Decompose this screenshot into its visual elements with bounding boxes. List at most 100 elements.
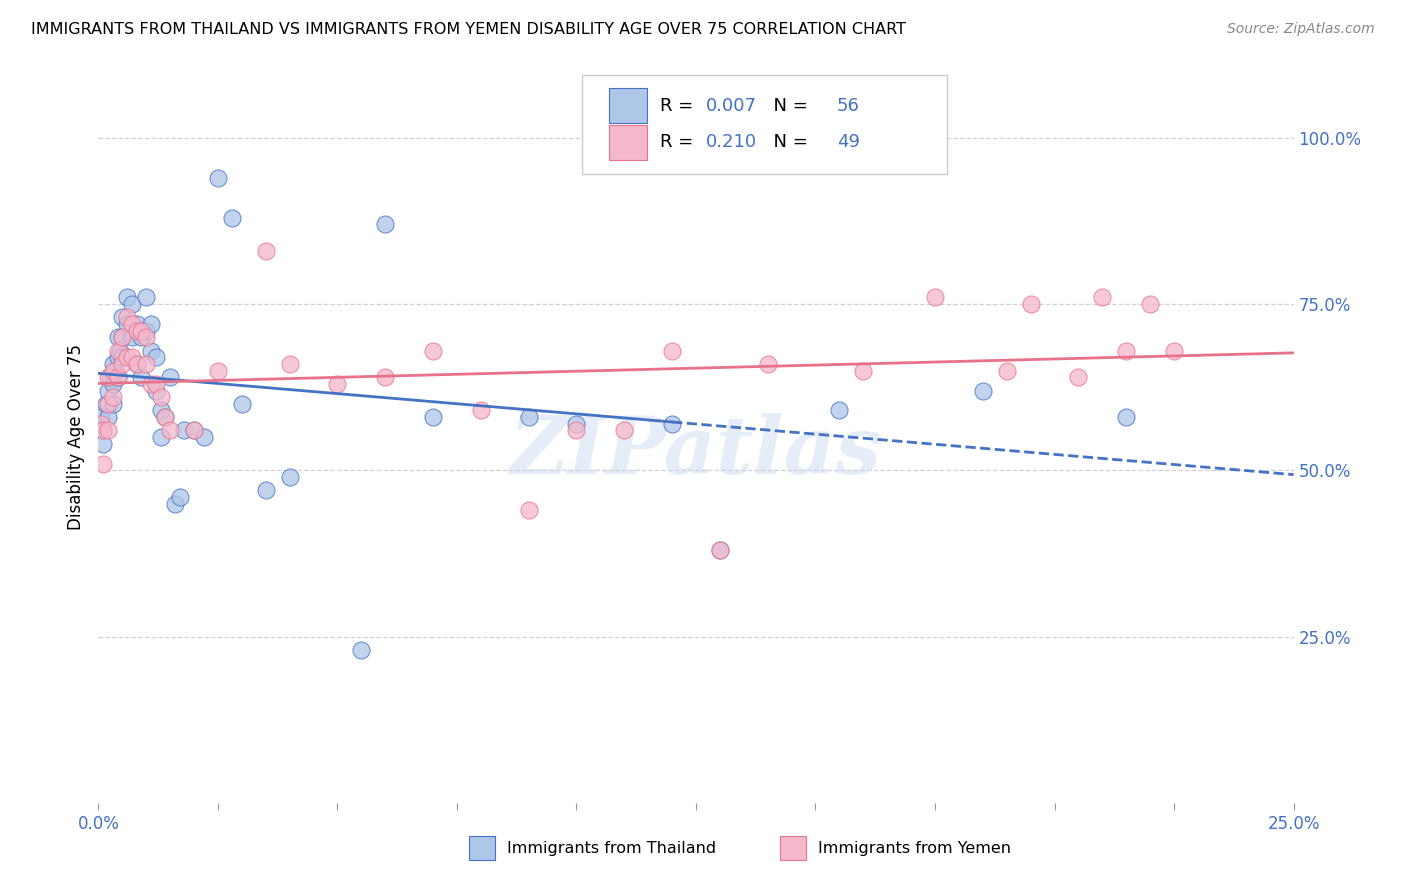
Text: Source: ZipAtlas.com: Source: ZipAtlas.com (1227, 22, 1375, 37)
Point (1163, 343, 1185, 358)
Point (107, 351, 129, 365)
Point (183, 424, 205, 438)
Text: Immigrants from Thailand: Immigrants from Thailand (508, 840, 716, 855)
Point (661, 417, 683, 431)
Text: 0.007: 0.007 (706, 96, 756, 115)
Point (115, 310, 138, 325)
Point (254, 244, 277, 258)
Point (97, 410, 120, 425)
Point (149, 403, 172, 417)
Point (924, 290, 946, 304)
Point (565, 417, 588, 431)
Point (155, 410, 177, 425)
Point (1115, 343, 1137, 358)
Point (207, 170, 229, 185)
Point (111, 310, 134, 325)
Point (115, 351, 138, 365)
Point (1091, 290, 1114, 304)
Point (91, 424, 114, 438)
Point (852, 363, 875, 377)
Point (90, 417, 112, 431)
Point (121, 351, 143, 365)
Point (145, 351, 167, 365)
Point (1019, 297, 1042, 311)
Point (709, 543, 731, 558)
Point (326, 376, 349, 391)
Point (159, 370, 181, 384)
Point (173, 424, 195, 438)
Point (135, 324, 157, 338)
Point (145, 384, 167, 398)
Point (97, 424, 120, 438)
Point (101, 390, 124, 404)
Point (135, 330, 157, 344)
Point (159, 424, 181, 438)
Point (115, 290, 138, 304)
Point (101, 357, 124, 371)
Point (107, 343, 129, 358)
Point (995, 363, 1018, 377)
Point (131, 330, 153, 344)
Point (1115, 410, 1137, 425)
Point (254, 483, 277, 498)
Point (169, 490, 191, 504)
Point (101, 363, 124, 377)
Point (97, 397, 120, 411)
Point (193, 430, 215, 444)
Text: N =: N = (762, 133, 813, 152)
Point (1139, 297, 1161, 311)
Point (613, 424, 636, 438)
Bar (779, 837, 806, 860)
Point (108, 343, 131, 358)
Point (145, 376, 167, 391)
Point (111, 357, 134, 371)
Point (107, 370, 129, 384)
Point (111, 351, 134, 365)
Y-axis label: Disability Age Over 75: Disability Age Over 75 (66, 344, 84, 530)
Point (107, 370, 129, 384)
Point (125, 357, 148, 371)
Text: 49: 49 (837, 133, 860, 152)
Point (828, 403, 851, 417)
Point (470, 403, 492, 417)
Point (756, 357, 779, 371)
Point (139, 317, 162, 331)
Point (97, 384, 120, 398)
Point (91, 436, 114, 450)
Point (149, 430, 172, 444)
Point (565, 424, 588, 438)
Point (131, 324, 153, 338)
Point (107, 330, 129, 344)
Point (350, 643, 373, 657)
Bar (609, 88, 647, 123)
Point (139, 376, 162, 391)
Text: IMMIGRANTS FROM THAILAND VS IMMIGRANTS FROM YEMEN DISABILITY AGE OVER 75 CORRELA: IMMIGRANTS FROM THAILAND VS IMMIGRANTS F… (31, 22, 905, 37)
Point (149, 390, 172, 404)
Point (121, 330, 143, 344)
Point (661, 343, 683, 358)
Point (125, 317, 148, 331)
Bar (470, 837, 495, 860)
FancyBboxPatch shape (582, 75, 948, 174)
Point (139, 343, 162, 358)
Point (374, 217, 396, 231)
Point (135, 357, 157, 371)
Point (121, 317, 143, 331)
Point (121, 297, 143, 311)
Text: Immigrants from Yemen: Immigrants from Yemen (818, 840, 1011, 855)
Text: ZIPatlas: ZIPatlas (510, 413, 882, 491)
Point (374, 370, 396, 384)
Text: R =: R = (661, 96, 699, 115)
Text: 0.210: 0.210 (706, 133, 756, 152)
Point (125, 357, 148, 371)
Point (104, 363, 127, 377)
Point (163, 497, 186, 511)
Point (517, 503, 540, 517)
Point (115, 317, 138, 331)
Point (155, 410, 177, 425)
Point (91, 457, 114, 471)
Point (183, 424, 205, 438)
Point (278, 357, 301, 371)
Point (91, 424, 114, 438)
Text: R =: R = (661, 133, 699, 152)
